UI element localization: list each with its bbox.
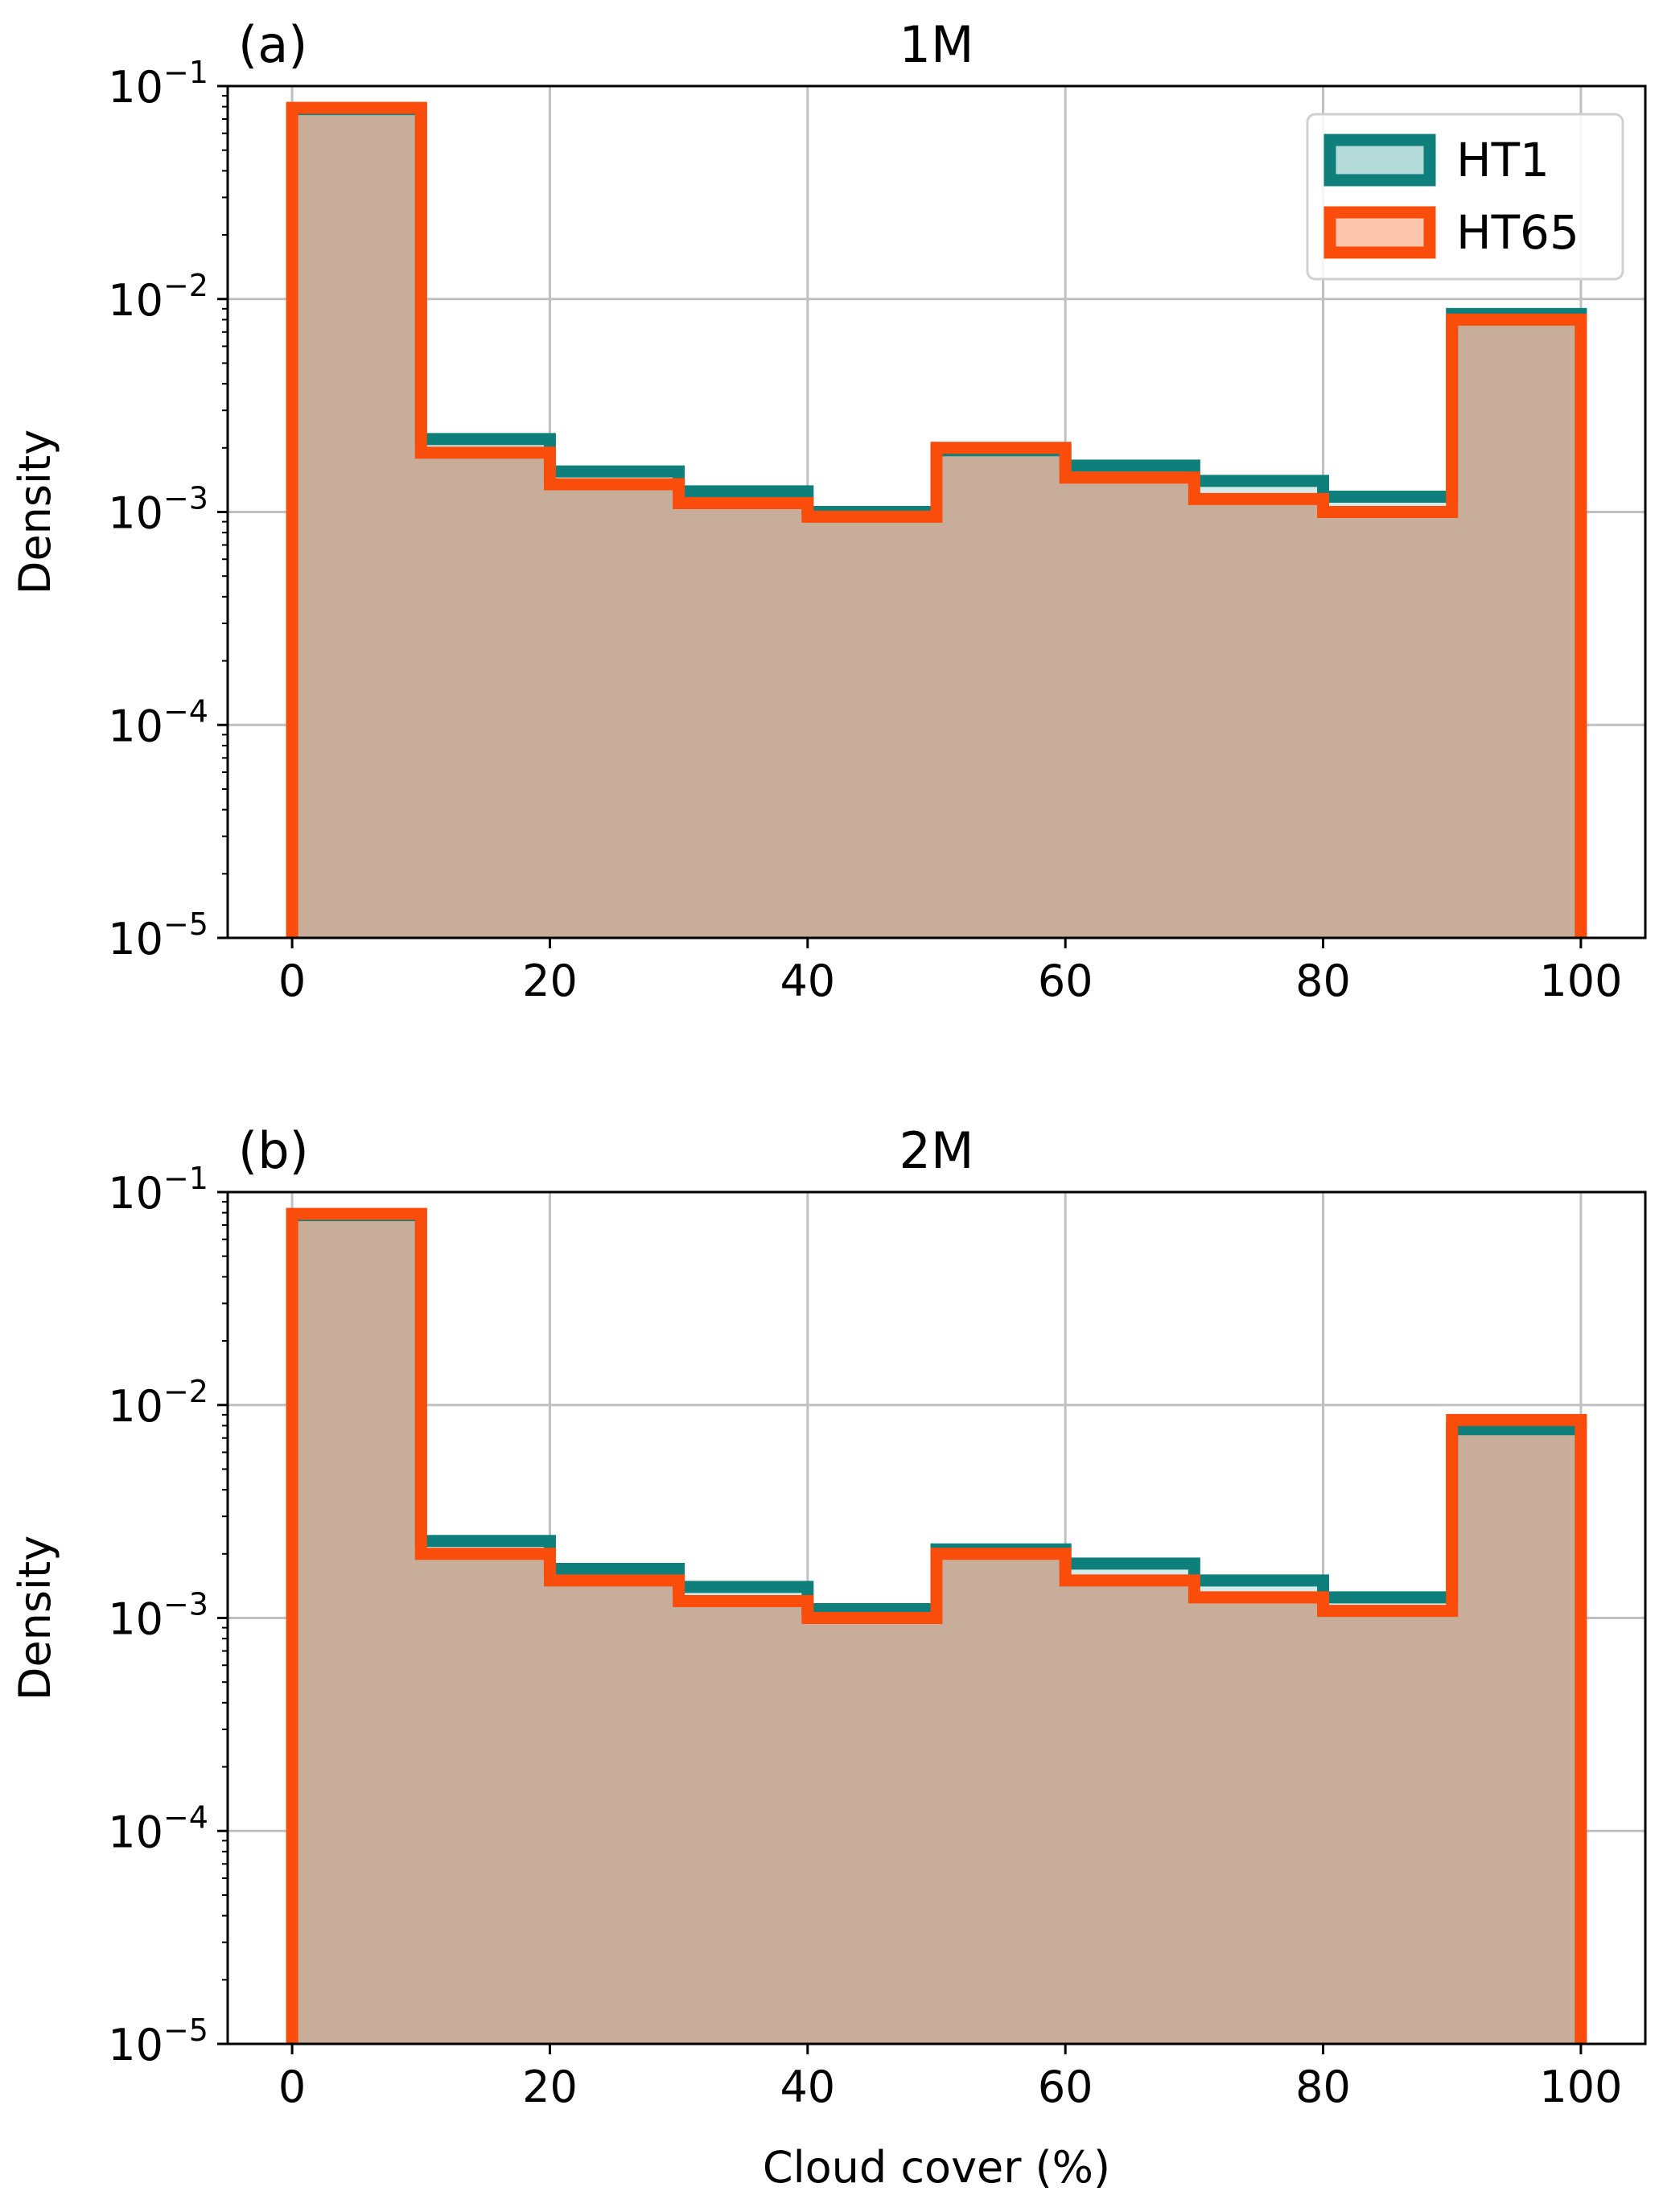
x-axis-label: Cloud cover (%) <box>763 2142 1110 2193</box>
y-tick-label: 10−2 <box>108 268 208 326</box>
y-axis-label: Density <box>10 1536 60 1700</box>
x-tick-label: 100 <box>1539 2062 1622 2112</box>
y-tick-label: 10−2 <box>108 1374 208 1432</box>
legend-item-ht65: HT65 <box>1323 205 1579 260</box>
panel-b: 0 20 40 60 80 100 10−1 10−2 10−3 10−4 10−5 Density 2… <box>10 1121 1647 2193</box>
y-tick-label: 10−3 <box>108 481 208 539</box>
x-tick-label: 0 <box>278 956 306 1006</box>
panel-title: 2M <box>899 1121 974 1180</box>
panel-title: 1M <box>899 15 974 74</box>
y-tick-label: 10−1 <box>108 1161 208 1219</box>
y-tick-label: 10−3 <box>108 1587 208 1645</box>
x-tick-label: 80 <box>1295 956 1351 1006</box>
y-tick-label: 10−1 <box>108 55 208 113</box>
legend-item-ht1: HT1 <box>1323 133 1550 187</box>
x-tick-label: 60 <box>1038 956 1093 1006</box>
legend-swatch <box>1323 206 1436 259</box>
hist-overlap-fill <box>292 1215 1581 2044</box>
y-tick-label: 10−5 <box>108 907 208 964</box>
panel-label: (b) <box>238 1121 309 1180</box>
y-tick-label: 10−5 <box>108 2013 208 2070</box>
panel-a: 0 20 40 60 80 100 10−1 10−2 10−3 10−4 10−5 Density 1… <box>10 15 1647 1006</box>
x-tick-label: 0 <box>278 2062 306 2112</box>
x-tick-label: 20 <box>522 2062 578 2112</box>
legend-label: HT65 <box>1456 205 1579 260</box>
legend-label: HT1 <box>1456 133 1550 187</box>
hist-outline-ht65 <box>286 101 1587 938</box>
legend: HT1 HT65 <box>1306 113 1624 281</box>
x-tick-label: 100 <box>1539 956 1622 1006</box>
y-axis-label: Density <box>10 430 60 594</box>
x-tick-label: 60 <box>1038 2062 1093 2112</box>
x-tick-label: 40 <box>780 956 835 1006</box>
panel-label: (a) <box>238 15 307 74</box>
y-tick-label: 10−4 <box>108 1799 208 1857</box>
hist-outline-ht65 <box>286 1207 1587 2044</box>
x-tick-label: 40 <box>780 2062 835 2112</box>
x-tick-label: 80 <box>1295 2062 1351 2112</box>
hist-overlap-fill <box>292 109 1581 938</box>
y-tick-label: 10−4 <box>108 693 208 751</box>
x-tick-label: 20 <box>522 956 578 1006</box>
legend-swatch <box>1323 134 1436 187</box>
